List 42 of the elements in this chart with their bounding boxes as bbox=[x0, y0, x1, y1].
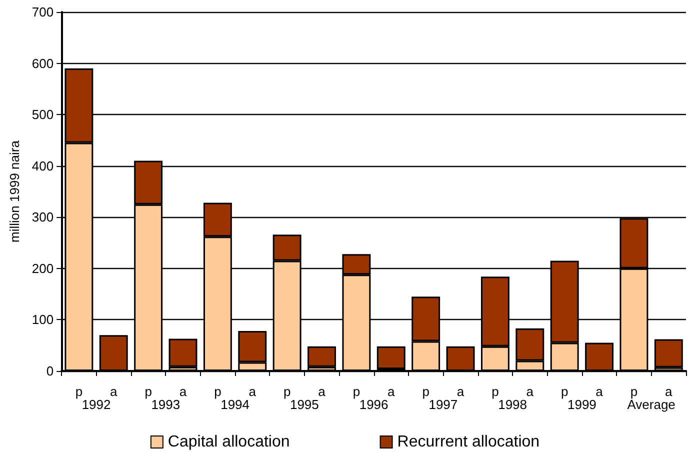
text: 1999 bbox=[567, 397, 596, 412]
y-tick-label: 100 bbox=[32, 312, 54, 328]
bar bbox=[168, 338, 198, 367]
text: Average bbox=[627, 397, 676, 412]
text: 1994 bbox=[220, 397, 250, 412]
x-tick-label: a bbox=[456, 384, 465, 399]
y-tick-label: 400 bbox=[32, 158, 54, 174]
y-tick-label: 600 bbox=[32, 56, 54, 71]
x-tick-label: a bbox=[388, 384, 396, 399]
bar bbox=[376, 346, 406, 369]
text: 1993 bbox=[151, 397, 180, 412]
x-tick-label: p bbox=[492, 384, 499, 399]
x-tick-label: p bbox=[144, 384, 152, 399]
text: 1998 bbox=[498, 397, 528, 412]
x-tick-label: p bbox=[352, 384, 360, 399]
legend-label: Capital allocation bbox=[168, 434, 290, 450]
y-axis-title: million 1999 naira bbox=[7, 140, 22, 242]
x-tick-label: a bbox=[248, 384, 257, 399]
text: 1995 bbox=[290, 397, 319, 412]
x-tick-label: p bbox=[283, 384, 291, 399]
y-tick-label: 700 bbox=[32, 4, 54, 20]
x-tick-label: a bbox=[596, 384, 604, 399]
text: 1997 bbox=[428, 397, 458, 412]
x-tick-label: p bbox=[560, 384, 568, 399]
y-tick-label: 300 bbox=[32, 210, 54, 225]
x-tick-label: a bbox=[526, 384, 534, 399]
x-tick-label: p bbox=[630, 384, 638, 399]
text: 1992 bbox=[82, 397, 111, 412]
x-tick-label: p bbox=[214, 384, 222, 399]
y-tick-label: 500 bbox=[32, 107, 54, 122]
x-tick-label: a bbox=[179, 384, 188, 399]
bar bbox=[308, 346, 336, 367]
y-tick-label: 0 bbox=[46, 364, 54, 378]
text: 1996 bbox=[359, 397, 388, 412]
x-tick-label: a bbox=[318, 384, 326, 399]
x-tick-label: p bbox=[75, 384, 83, 399]
y-tick-label: 200 bbox=[32, 260, 54, 276]
x-tick-label: a bbox=[110, 384, 118, 399]
legend-label: Recurrent allocation bbox=[397, 434, 540, 450]
x-tick-label: a bbox=[665, 384, 674, 399]
x-tick-label: p bbox=[422, 384, 430, 399]
bar bbox=[654, 339, 683, 368]
